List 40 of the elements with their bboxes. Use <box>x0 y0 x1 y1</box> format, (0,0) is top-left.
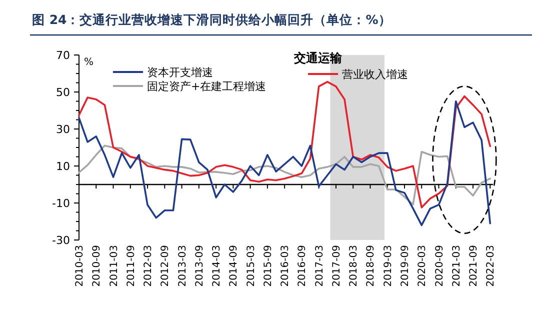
legend-label: 营业收入增速 <box>342 68 408 81</box>
line-series <box>78 144 492 206</box>
x-tick-label: 2013-09 <box>194 245 206 287</box>
chart-title: 图 24：交通行业营收增速下滑同时供给小幅回升（单位：%） <box>32 12 392 27</box>
y-tick-label: 10 <box>56 160 70 173</box>
legend-label: 固定资产+在建工程增速 <box>147 80 266 93</box>
y-tick-label: -30 <box>52 234 70 247</box>
x-tick-label: 2017-09 <box>331 245 342 287</box>
x-tick-label: 2010-03 <box>74 245 86 287</box>
x-tick-label: 2014-03 <box>212 245 223 287</box>
x-tick-label: 2018-09 <box>366 245 377 287</box>
x-tick-label: 2020-09 <box>434 245 446 287</box>
y-axis-title: % <box>84 57 94 68</box>
x-tick-label: 2021-03 <box>451 245 462 287</box>
x-tick-label: 2013-03 <box>177 245 188 287</box>
x-tick-label: 2020-03 <box>417 245 428 287</box>
x-tick-label: 2016-03 <box>280 245 292 287</box>
chart-subtitle: 交通运输 <box>293 51 343 65</box>
x-tick-label: 2019-03 <box>382 245 394 287</box>
x-tick-label: 2011-03 <box>108 245 120 287</box>
x-tick-label: 2015-09 <box>262 245 274 287</box>
y-tick-label: -10 <box>52 197 70 210</box>
x-tick-label: 2022-03 <box>486 245 497 287</box>
x-tick-label: 2016-09 <box>297 245 308 287</box>
x-tick-label: 2014-09 <box>228 245 240 287</box>
line-series <box>78 80 492 208</box>
y-tick-label: 30 <box>56 123 70 136</box>
x-tick-label: 2021-09 <box>468 245 480 287</box>
x-tick-label: 2017-03 <box>314 245 326 287</box>
y-tick-label: 50 <box>56 86 70 99</box>
x-tick-label: 2019-09 <box>400 245 411 287</box>
line-series <box>78 100 492 226</box>
x-tick-label: 2010-09 <box>92 245 103 287</box>
x-tick-label: 2011-09 <box>126 245 137 287</box>
x-tick-label: 2018-03 <box>348 245 360 287</box>
y-tick-label: 70 <box>56 49 70 62</box>
legend-label: 资本开支增速 <box>147 66 213 79</box>
x-tick-label: 2012-09 <box>160 245 172 287</box>
x-tick-label: 2015-03 <box>246 245 257 287</box>
x-tick-label: 2012-03 <box>143 245 154 287</box>
